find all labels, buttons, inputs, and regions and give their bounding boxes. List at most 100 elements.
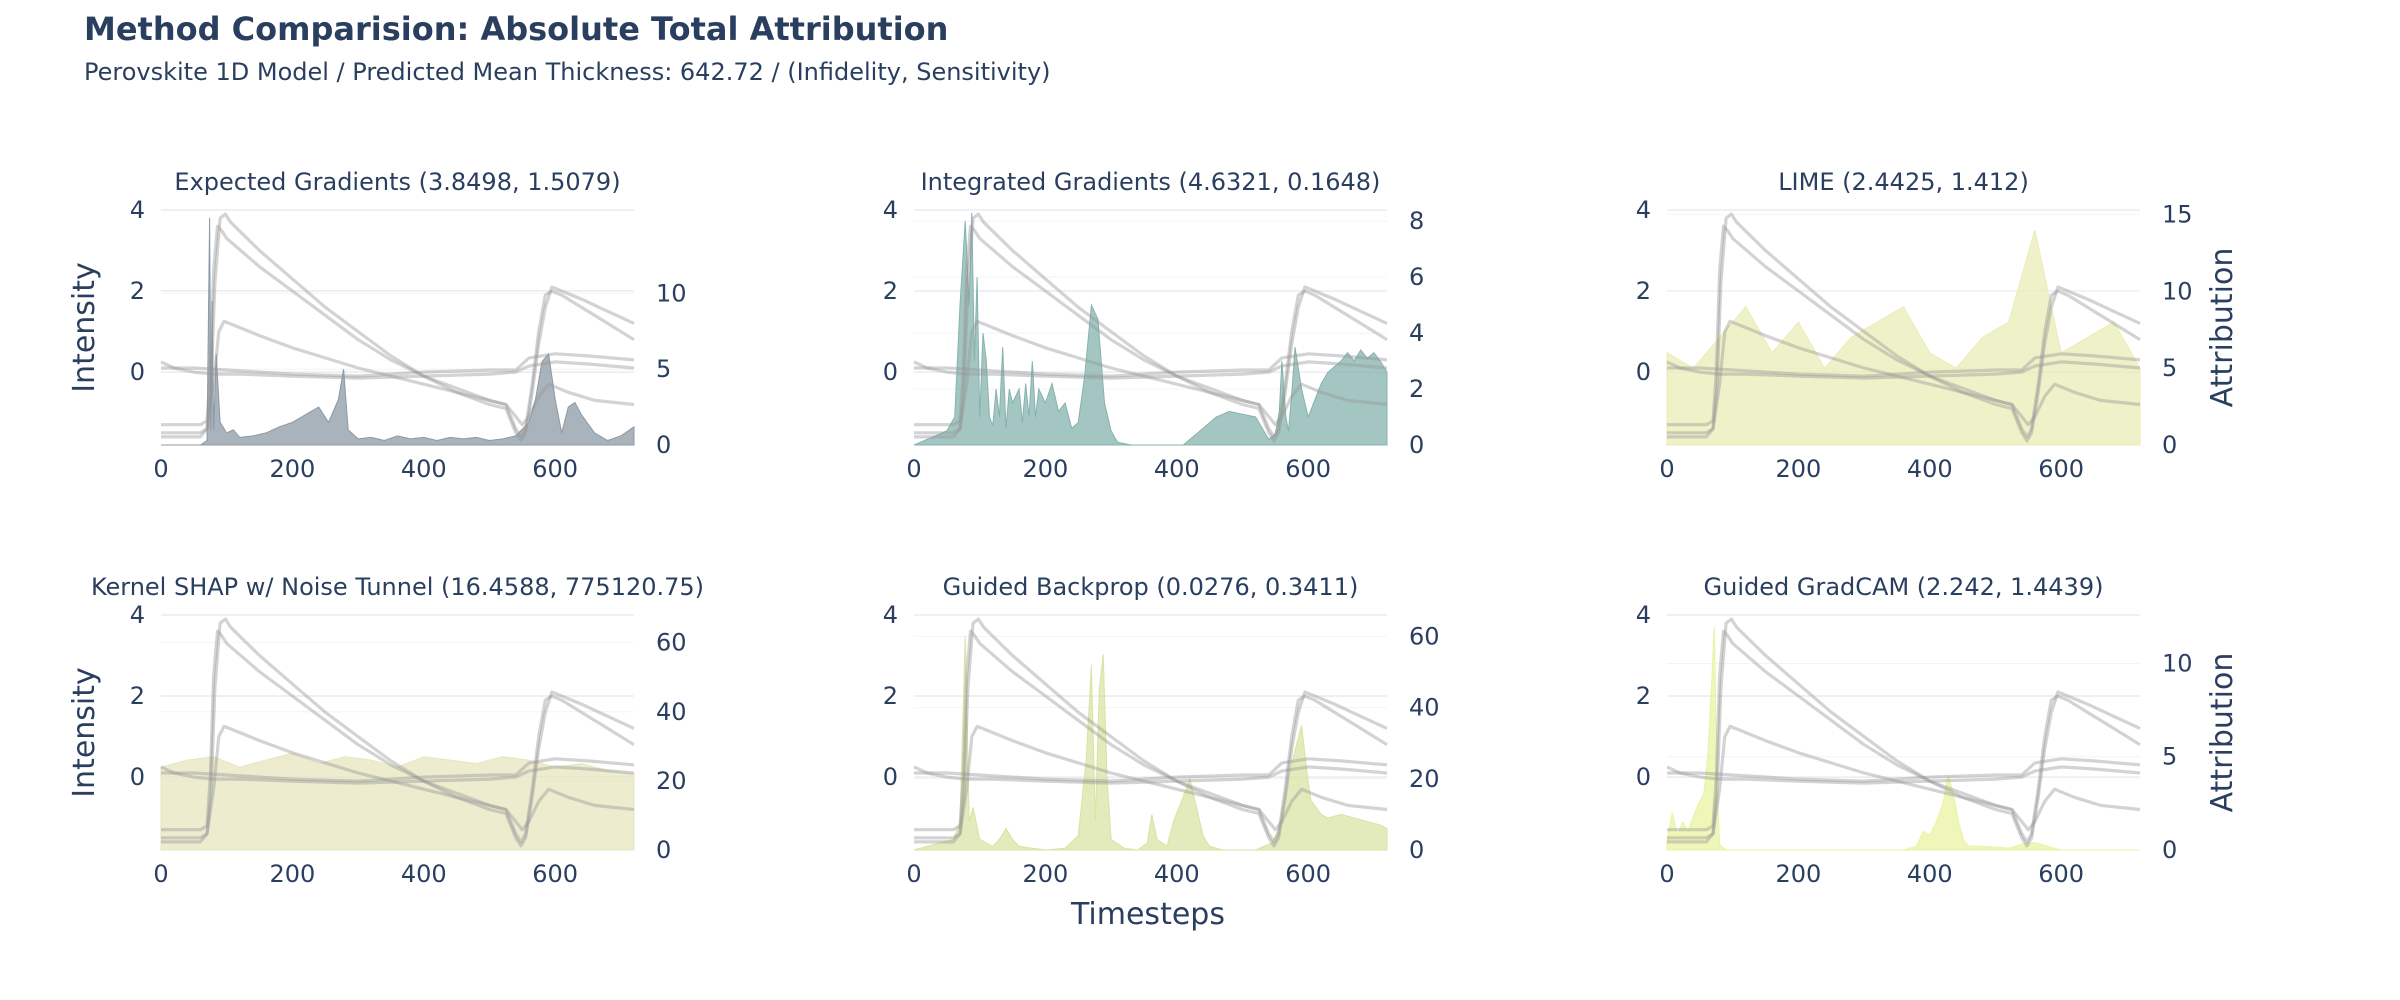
y-right-tick-label: 0 [2162,836,2177,864]
intensity-line-5 [161,757,635,783]
attribution-area [1666,229,2141,446]
intensity-line-3 [914,319,1388,435]
intensity-line-3 [161,319,635,435]
subplot-2: Integrated Gradients (4.6321, 0.1648)0 20… [883,168,1425,483]
intensity-line-5 [914,757,1388,783]
intensity-line-2 [161,212,635,443]
y-right-tick-label: 40 [656,698,687,726]
x-tick-label: 200 [1022,455,1068,483]
y-left-tick-label: 0 [883,358,898,386]
y-right-tick-label: 10 [2162,277,2193,305]
intensity-line-3 [1667,319,2141,435]
intensity-line-4 [913,765,1388,785]
y-right-tick-label: 40 [1409,694,1440,722]
x-tick-label: 600 [2038,455,2084,483]
x-tick-label: 400 [1154,860,1200,888]
intensity-line-3 [914,724,1388,840]
y-right-tick-label: 5 [656,355,671,383]
intensity-line-2 [914,617,1388,848]
y-left-tick-label: 4 [1636,601,1651,629]
x-tick-label: 200 [1775,455,1821,483]
x-tick-label: 400 [1907,860,1953,888]
attribution-area [913,212,1388,446]
x-tick-label: 600 [2038,860,2084,888]
x-tick-label: 600 [1285,455,1331,483]
subplot-3: LIME (2.4425, 1.412) 0 200 400 600 0 2 4 0 5 10 15 A… [1636,168,2240,483]
y-left-tick-label: 0 [1636,763,1651,791]
subplot-title: Integrated Gradients (4.6321, 0.1648) [921,168,1381,196]
intensity-line-1 [161,629,635,844]
subplot-title: Expected Gradients (3.8498, 1.5079) [174,168,620,196]
subplot-4: Kernel SHAP w/ Noise Tunnel (16.4588, 77… [67,573,704,888]
y-right-axis-label: Attribution [2205,248,2240,408]
y-left-axis-label: Intensity [67,262,102,393]
y-right-tick-label: 5 [2162,743,2177,771]
y-right-tick-label: 2 [1409,375,1424,403]
y-right-tick-label: 20 [656,767,687,795]
x-axis-label: Timesteps [1070,897,1225,932]
attribution-area [161,217,635,446]
intensity-line-5 [1667,757,2141,783]
x-tick-label: 400 [401,455,447,483]
x-tick-label: 0 [906,455,921,483]
y-right-tick-label: 10 [656,279,687,307]
x-tick-label: 0 [153,455,168,483]
y-left-tick-label: 4 [130,601,145,629]
y-right-tick-label: 6 [1409,263,1424,291]
y-left-tick-label: 2 [883,682,898,710]
attribution-area [1666,626,2140,851]
intensity-line-4 [913,360,1388,380]
y-right-tick-label: 60 [656,629,687,657]
intensity-line-5 [161,352,635,378]
subplot-1: Expected Gradients (3.8498, 1.5079) 0 200 4… [67,168,687,483]
y-left-axis-label: Intensity [67,667,102,798]
y-left-tick-label: 0 [130,358,145,386]
x-tick-label: 0 [1659,860,1674,888]
x-tick-label: 200 [1022,860,1068,888]
intensity-line-2 [1667,212,2141,443]
y-right-tick-label: 10 [2162,649,2193,677]
y-right-tick-label: 0 [2162,431,2177,459]
intensity-line-4 [160,765,635,785]
y-left-tick-label: 2 [1636,682,1651,710]
subplot-5: Guided Backprop (0.0276, 0.3411)0 200 400 6… [883,573,1440,888]
intensity-line-1 [914,629,1388,844]
y-right-axis-label: Attribution [2205,653,2240,813]
intensity-line-5 [914,352,1388,378]
x-tick-label: 400 [401,860,447,888]
y-left-tick-label: 0 [130,763,145,791]
y-right-tick-label: 15 [2162,201,2193,229]
x-tick-label: 200 [1775,860,1821,888]
x-tick-label: 600 [532,455,578,483]
intensity-line-2 [161,617,635,848]
y-right-tick-label: 0 [1409,431,1424,459]
intensity-line-3 [161,724,635,840]
x-tick-label: 0 [1659,455,1674,483]
y-left-tick-label: 4 [1636,196,1651,224]
y-right-tick-label: 20 [1409,765,1440,793]
x-tick-label: 0 [906,860,921,888]
intensity-line-5 [1667,352,2141,378]
y-left-tick-label: 2 [130,277,145,305]
intensity-line-2 [1667,617,2141,848]
x-tick-label: 0 [153,860,168,888]
y-left-tick-label: 4 [130,196,145,224]
intensity-line-4 [160,360,635,380]
y-right-tick-label: 0 [656,836,671,864]
intensity-line-1 [914,224,1388,439]
x-tick-label: 400 [1154,455,1200,483]
intensity-line-1 [161,224,635,439]
x-tick-label: 600 [532,860,578,888]
subplot-title: Guided GradCAM (2.242, 1.4439) [1704,573,2104,601]
x-tick-label: 200 [269,455,315,483]
y-right-tick-label: 4 [1409,319,1424,347]
subplot-6: Guided GradCAM (2.242, 1.4439)0 200 400 600… [1636,573,2240,888]
figure-subtitle: Perovskite 1D Model / Predicted Mean Thi… [84,58,1051,86]
y-left-tick-label: 2 [1636,277,1651,305]
attribution-area [913,636,1388,851]
intensity-line-4 [1666,765,2141,785]
intensity-line-3 [1667,724,2141,840]
y-left-tick-label: 4 [883,601,898,629]
subplot-title: Kernel SHAP w/ Noise Tunnel (16.4588, 77… [91,573,704,601]
